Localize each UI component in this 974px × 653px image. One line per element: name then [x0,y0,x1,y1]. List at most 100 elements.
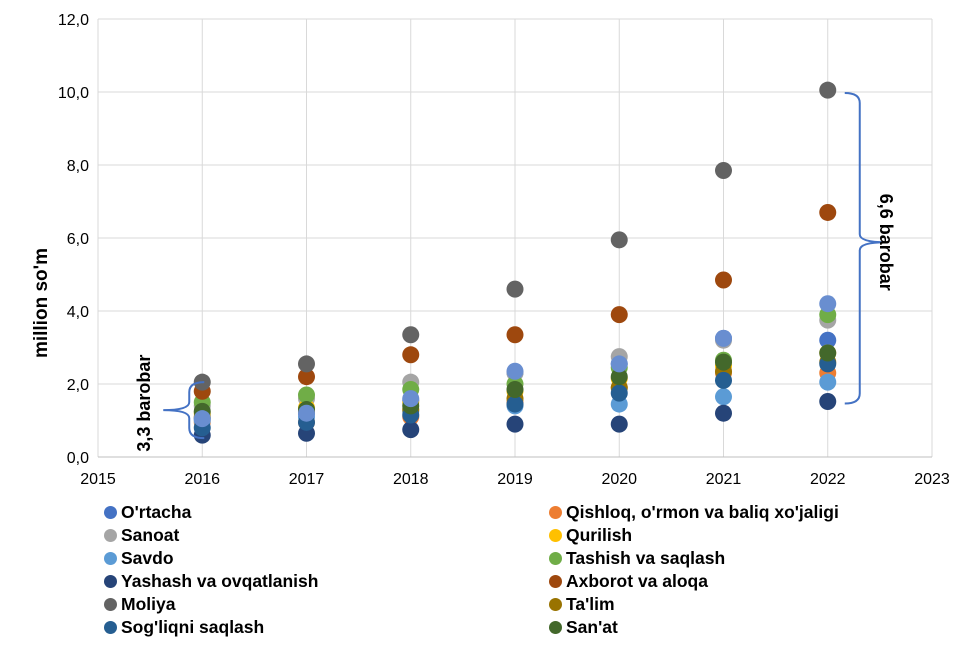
data-point [819,203,837,221]
legend-label: Qishloq, o'rmon va baliq xo'jaligi [566,502,839,522]
data-point [715,353,732,371]
legend-marker [549,552,562,565]
data-point [298,355,315,373]
legend-label: Qurilish [566,525,633,545]
data-point [715,388,732,406]
legend-label: Ta'lim [566,594,615,614]
legend-item: Tashish va saqlash [549,547,725,570]
data-point [506,395,524,413]
data-point [715,271,732,289]
x-tick-label: 2020 [601,471,637,488]
data-point [610,384,628,402]
data-point [819,393,837,411]
legend-item: Sog'liqni saqlash [104,616,264,639]
y-tick-label: 4,0 [67,304,89,321]
legend-marker [549,529,562,542]
legend-marker [104,598,117,611]
data-point [402,390,420,408]
x-tick-label: 2021 [706,471,742,488]
x-tick-label: 2022 [810,471,846,488]
y-axis-title: million so'm [31,248,52,358]
legend-marker [549,598,562,611]
data-point [610,415,628,433]
y-tick-label: 8,0 [67,158,89,175]
data-point [610,231,628,249]
data-point [715,404,732,422]
data-point [610,355,628,373]
legend-item: Savdo [104,547,174,570]
annotation-brace [163,381,205,440]
series [193,81,837,391]
data-point [819,81,837,99]
legend-label: O'rtacha [121,502,192,522]
data-points [193,81,837,444]
x-tick-labels: 2015 2016 2017 2018 2019 2020 2021 2022 2023 [80,471,950,488]
data-point [715,161,732,179]
data-point [298,404,315,422]
legend-item: Axborot va aloqa [549,570,708,593]
x-tick-label: 2015 [80,471,116,488]
data-point [610,368,628,386]
legend-item: O'rtacha [104,501,191,524]
data-point [610,306,628,324]
y-tick-label: 10,0 [58,85,89,102]
legend-label: Savdo [121,548,174,568]
y-tick-label: 12,0 [58,12,89,29]
legend-item: Yashash va ovqatlanish [104,570,318,593]
data-point [193,410,211,428]
legend-label: Yashash va ovqatlanish [121,571,319,591]
data-point [506,415,524,433]
legend-item: Ta'lim [549,593,615,616]
y-tick-label: 0,0 [67,450,89,467]
legend-label: Moliya [121,594,176,614]
data-point [819,373,837,391]
annotation-label: 6,6 barobar [876,194,896,291]
data-point [298,386,315,404]
legend-marker [104,529,117,542]
x-tick-label: 2016 [184,471,220,488]
data-point [506,280,524,298]
legend-label: Tashish va saqlash [566,548,726,568]
y-tick-labels: 0,0 2,0 4,0 6,0 8,0 10,0 12,0 [58,12,89,467]
y-tick-label: 6,0 [67,231,89,248]
data-point [402,421,420,439]
legend-marker [549,506,562,519]
legend-label: Axborot va aloqa [566,571,708,591]
x-tick-label: 2019 [497,471,533,488]
legend-marker [549,575,562,588]
legend-item: Moliya [104,593,175,616]
legend-label: San'at [566,617,618,637]
legend-marker [104,552,117,565]
annotation-brace [844,92,886,405]
data-point [819,331,837,349]
data-point [715,371,732,389]
x-tick-label: 2023 [914,471,950,488]
data-point [506,326,524,344]
data-point [298,368,315,386]
legend-item: San'at [549,616,618,639]
data-point [402,326,420,344]
x-tick-label: 2017 [289,471,325,488]
legend-item: Qishloq, o'rmon va baliq xo'jaligi [549,501,839,524]
data-point [819,295,837,313]
legend-item: Qurilish [549,524,632,547]
data-point [819,344,837,362]
y-tick-label: 2,0 [67,377,89,394]
legend-item: Sanoat [104,524,179,547]
data-point [402,346,420,364]
legend-marker [104,506,117,519]
series [193,203,837,400]
series [193,295,837,428]
legend-marker [549,621,562,634]
chart-legend: O'rtacha Qishloq, o'rmon va baliq xo'jali… [104,501,964,651]
legend-label: Sog'liqni saqlash [121,617,265,637]
data-point [715,329,732,347]
legend-marker [104,621,117,634]
legend-label: Sanoat [121,525,180,545]
legend-marker [104,575,117,588]
annotation-right: 6,6 barobar [844,92,896,405]
annotation-left: 3,3 barobar [134,355,205,452]
data-point [506,380,524,398]
annotation-label: 3,3 barobar [134,355,154,452]
